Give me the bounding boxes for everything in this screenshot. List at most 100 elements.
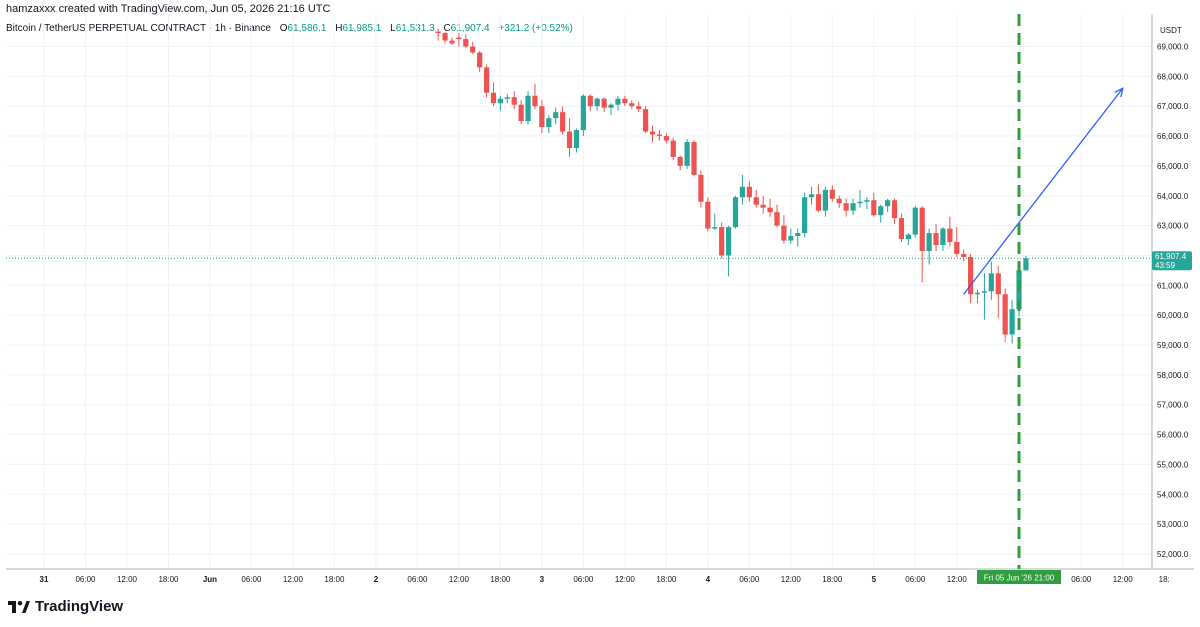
candle-body (497, 98, 503, 104)
candle-body (808, 194, 815, 198)
candle-body (836, 198, 842, 204)
time-axis-labels[interactable]: 31 06:00 12:00 18:00 Jun 06:00 12:00 18:00 2 06:0… (40, 575, 1170, 584)
time-tick-label: 06:00 (739, 575, 760, 584)
candle-body (774, 212, 780, 226)
chart-caption: hamzaxxx created with TradingView.com, J… (6, 3, 331, 15)
symbol-legend[interactable]: Bitcoin / TetherUS PERPETUAL CONTRACT · … (6, 23, 573, 34)
candle-body (615, 98, 621, 105)
candle-body (739, 186, 746, 198)
open-label: O (279, 23, 288, 34)
time-tick-label: 12:00 (283, 575, 304, 584)
candle-body (629, 103, 635, 107)
time-tick-label: 2 (374, 575, 379, 584)
price-tick-label: 57,000.0 (1157, 401, 1189, 410)
time-tick-label: 18:00 (822, 575, 843, 584)
candle-body (719, 227, 725, 256)
symbol-title: Bitcoin / TetherUS PERPETUAL CONTRACT · … (6, 23, 271, 34)
candle-body (815, 194, 822, 211)
candle-body (712, 227, 718, 229)
candle-body (677, 156, 683, 166)
price-axis-labels[interactable]: 69,000.0 68,000.0 67,000.0 66,000.0 65,000.0… (1157, 43, 1189, 559)
candle-body (891, 200, 898, 219)
candle-body (580, 95, 586, 131)
candle-body (442, 33, 448, 41)
candle-body (483, 67, 490, 93)
price-tick-label: 63,000.0 (1157, 222, 1189, 231)
candles (435, 28, 1029, 344)
candle-body (961, 253, 967, 257)
candle-body (1002, 294, 1008, 335)
time-tick-label: 18:00 (158, 575, 179, 584)
candle-body (857, 201, 863, 204)
trend-arrow-line (963, 87, 1124, 295)
candle-body (926, 233, 932, 251)
candle-body (1009, 309, 1015, 335)
candle-body (504, 97, 510, 99)
time-tick-label: 12:00 (615, 575, 636, 584)
time-tick-label: 3 (540, 575, 545, 584)
candle-body (767, 207, 773, 213)
price-tick-label: 52,000.0 (1157, 550, 1189, 559)
candle-body (463, 39, 469, 47)
open-value: 61,586.1 (287, 23, 327, 34)
candle-body (995, 273, 1001, 295)
candle-body (470, 46, 476, 53)
time-tick-label: 12:00 (117, 575, 138, 584)
candle-body (878, 206, 884, 216)
countdown-value: 43:59 (1155, 261, 1176, 270)
candle-body (560, 112, 566, 132)
candle-body (643, 109, 649, 132)
candle-body (898, 218, 905, 240)
candle-body (566, 131, 573, 148)
candle-body (988, 273, 994, 292)
time-tick-label: 12:00 (449, 575, 470, 584)
price-tick-label: 56,000.0 (1157, 431, 1189, 440)
brand[interactable]: TradingView (8, 598, 123, 615)
time-tick-label: 06:00 (241, 575, 262, 584)
candle-body (601, 98, 607, 108)
candle-body (968, 256, 974, 295)
time-tick-label: 18:00 (656, 575, 677, 584)
axes: USDT (6, 14, 1194, 570)
price-tick-label: 69,000.0 (1157, 43, 1189, 52)
candle-body (788, 236, 794, 241)
candle-body (539, 106, 545, 128)
time-tick-label: 18:00 (490, 575, 511, 584)
last-price-value: 61,907.4 (1155, 252, 1187, 261)
candle-body (885, 200, 891, 207)
candle-body (933, 233, 939, 246)
price-tick-label: 54,000.0 (1157, 490, 1189, 499)
price-tick-label: 55,000.0 (1157, 460, 1189, 469)
candle-body (919, 207, 925, 251)
candle-body (802, 197, 808, 234)
time-tick-label: 31 (40, 575, 49, 584)
candle-body (456, 37, 462, 40)
candle-body (905, 234, 911, 240)
candle-body (691, 142, 697, 175)
tradingview-logo-icon (8, 600, 30, 613)
candle-body (725, 227, 732, 256)
price-unit-label: USDT (1160, 26, 1182, 35)
change-value: +321.2 (+0.52%) (498, 23, 573, 34)
candle-body (511, 97, 517, 105)
last-price-badge (1152, 251, 1192, 271)
candle-body (850, 203, 856, 211)
price-tick-label: 64,000.0 (1157, 192, 1189, 201)
time-tick-label: 4 (706, 575, 711, 584)
time-badge (977, 570, 1062, 584)
price-tick-label: 59,000.0 (1157, 341, 1189, 350)
candle-body (698, 174, 704, 202)
close-label: C (443, 23, 451, 34)
close-value: 61,907.4 (450, 23, 490, 34)
candle-body (781, 225, 787, 241)
candle-body (871, 200, 877, 216)
candle-body (622, 98, 628, 104)
trend-arrow-head (1114, 87, 1124, 98)
time-tick-label: 12:00 (947, 575, 968, 584)
candle-body (518, 104, 524, 122)
time-tick-label: 5 (872, 575, 877, 584)
candle-body (981, 291, 988, 293)
time-tick-label: 06:00 (905, 575, 926, 584)
candle-body (546, 118, 552, 128)
